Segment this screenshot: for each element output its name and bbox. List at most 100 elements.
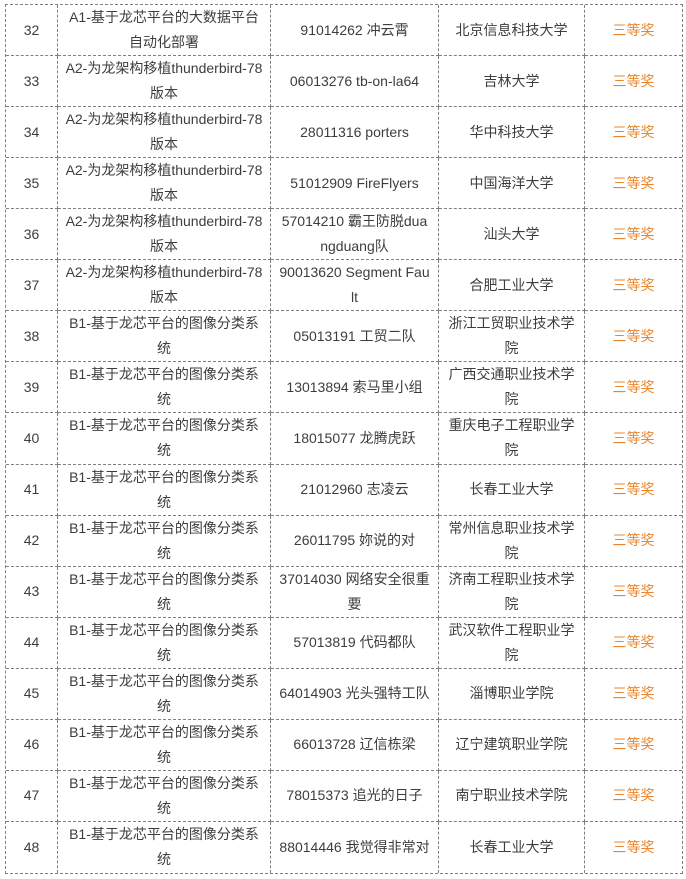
cell-school: 汕头大学 xyxy=(439,209,585,261)
cell-award: 三等奖 xyxy=(585,311,682,363)
cell-school: 华中科技大学 xyxy=(439,107,585,159)
cell-award: 三等奖 xyxy=(585,260,682,312)
cell-rank: 32 xyxy=(6,5,58,57)
cell-project: A2-为龙架构移植thunderbird-78版本 xyxy=(58,56,271,108)
table-row: 47 B1-基于龙芯平台的图像分类系统 78015373 追光的日子 南宁职业技… xyxy=(6,770,682,822)
cell-school: 长春工业大学 xyxy=(439,821,585,873)
cell-project: B1-基于龙芯平台的图像分类系统 xyxy=(58,668,271,720)
cell-team: 88014446 我觉得非常对 xyxy=(271,821,439,873)
cell-project: B1-基于龙芯平台的图像分类系统 xyxy=(58,617,271,669)
cell-rank: 46 xyxy=(6,719,58,771)
cell-award: 三等奖 xyxy=(585,107,682,159)
cell-rank: 39 xyxy=(6,362,58,414)
table-row: 33 A2-为龙架构移植thunderbird-78版本 06013276 tb… xyxy=(6,56,682,108)
table-row: 39 B1-基于龙芯平台的图像分类系统 13013894 索马里小组 广西交通职… xyxy=(6,362,682,414)
cell-project: B1-基于龙芯平台的图像分类系统 xyxy=(58,770,271,822)
cell-school: 中国海洋大学 xyxy=(439,158,585,210)
cell-team: 66013728 辽信栋梁 xyxy=(271,719,439,771)
cell-team: 78015373 追光的日子 xyxy=(271,770,439,822)
table-row: 42 B1-基于龙芯平台的图像分类系统 26011795 妳说的对 常州信息职业… xyxy=(6,515,682,567)
cell-team: 21012960 志凌云 xyxy=(271,464,439,516)
cell-team: 90013620 Segment Fault xyxy=(271,260,439,312)
cell-team: 57013819 代码都队 xyxy=(271,617,439,669)
cell-rank: 44 xyxy=(6,617,58,669)
cell-award: 三等奖 xyxy=(585,465,682,516)
cell-award: 三等奖 xyxy=(585,669,682,720)
cell-award: 三等奖 xyxy=(585,209,682,261)
cell-rank: 42 xyxy=(6,515,58,567)
cell-project: B1-基于龙芯平台的图像分类系统 xyxy=(58,362,271,414)
cell-award: 三等奖 xyxy=(585,618,682,669)
table-row: 45 B1-基于龙芯平台的图像分类系统 64014903 光头强特工队 淄博职业… xyxy=(6,668,682,720)
cell-award: 三等奖 xyxy=(585,56,682,108)
cell-award: 三等奖 xyxy=(585,516,682,567)
table-row: 34 A2-为龙架构移植thunderbird-78版本 28011316 po… xyxy=(6,107,682,159)
award-table: 32 A1-基于龙芯平台的大数据平台自动化部署 91014262 冲云霄 北京信… xyxy=(5,4,683,874)
cell-team: 26011795 妳说的对 xyxy=(271,515,439,567)
cell-project: A2-为龙架构移植thunderbird-78版本 xyxy=(58,209,271,261)
cell-award: 三等奖 xyxy=(585,362,682,414)
table-row: 35 A2-为龙架构移植thunderbird-78版本 51012909 Fi… xyxy=(6,158,682,210)
cell-project: B1-基于龙芯平台的图像分类系统 xyxy=(58,821,271,873)
table-row: 36 A2-为龙架构移植thunderbird-78版本 57014210 霸王… xyxy=(6,209,682,261)
table-row: 32 A1-基于龙芯平台的大数据平台自动化部署 91014262 冲云霄 北京信… xyxy=(6,5,682,57)
cell-team: 64014903 光头强特工队 xyxy=(271,668,439,720)
table-row: 38 B1-基于龙芯平台的图像分类系统 05013191 工贸二队 浙江工贸职业… xyxy=(6,311,682,363)
table-row: 48 B1-基于龙芯平台的图像分类系统 88014446 我觉得非常对 长春工业… xyxy=(6,821,682,873)
cell-rank: 36 xyxy=(6,209,58,261)
cell-school: 合肥工业大学 xyxy=(439,260,585,312)
cell-school: 重庆电子工程职业学院 xyxy=(439,413,585,465)
cell-award: 三等奖 xyxy=(585,720,682,771)
cell-school: 北京信息科技大学 xyxy=(439,5,585,57)
cell-rank: 43 xyxy=(6,566,58,618)
cell-school: 济南工程职业技术学院 xyxy=(439,566,585,618)
cell-rank: 48 xyxy=(6,821,58,873)
cell-rank: 45 xyxy=(6,668,58,720)
cell-rank: 35 xyxy=(6,158,58,210)
cell-team: 06013276 tb-on-la64 xyxy=(271,56,439,108)
table-row: 37 A2-为龙架构移植thunderbird-78版本 90013620 Se… xyxy=(6,260,682,312)
cell-school: 浙江工贸职业技术学院 xyxy=(439,311,585,363)
cell-team: 51012909 FireFlyers xyxy=(271,158,439,210)
cell-school: 辽宁建筑职业学院 xyxy=(439,719,585,771)
cell-project: B1-基于龙芯平台的图像分类系统 xyxy=(58,464,271,516)
cell-award: 三等奖 xyxy=(585,413,682,465)
cell-team: 18015077 龙腾虎跃 xyxy=(271,413,439,465)
cell-project: A1-基于龙芯平台的大数据平台自动化部署 xyxy=(58,5,271,57)
cell-project: B1-基于龙芯平台的图像分类系统 xyxy=(58,566,271,618)
cell-team: 13013894 索马里小组 xyxy=(271,362,439,414)
cell-rank: 47 xyxy=(6,770,58,822)
cell-school: 常州信息职业技术学院 xyxy=(439,515,585,567)
cell-team: 28011316 porters xyxy=(271,107,439,159)
cell-school: 吉林大学 xyxy=(439,56,585,108)
cell-rank: 34 xyxy=(6,107,58,159)
cell-team: 57014210 霸王防脱duangduang队 xyxy=(271,209,439,261)
cell-rank: 38 xyxy=(6,311,58,363)
cell-rank: 33 xyxy=(6,56,58,108)
cell-award: 三等奖 xyxy=(585,5,682,57)
cell-school: 武汉软件工程职业学院 xyxy=(439,617,585,669)
cell-team: 37014030 网络安全很重要 xyxy=(271,566,439,618)
cell-project: A2-为龙架构移植thunderbird-78版本 xyxy=(58,107,271,159)
cell-award: 三等奖 xyxy=(585,158,682,210)
table-row: 44 B1-基于龙芯平台的图像分类系统 57013819 代码都队 武汉软件工程… xyxy=(6,617,682,669)
table-row: 43 B1-基于龙芯平台的图像分类系统 37014030 网络安全很重要 济南工… xyxy=(6,566,682,618)
table-row: 41 B1-基于龙芯平台的图像分类系统 21012960 志凌云 长春工业大学 … xyxy=(6,464,682,516)
cell-school: 长春工业大学 xyxy=(439,464,585,516)
cell-rank: 37 xyxy=(6,260,58,312)
cell-team: 91014262 冲云霄 xyxy=(271,5,439,57)
cell-school: 淄博职业学院 xyxy=(439,668,585,720)
cell-award: 三等奖 xyxy=(585,567,682,618)
table-row: 46 B1-基于龙芯平台的图像分类系统 66013728 辽信栋梁 辽宁建筑职业… xyxy=(6,719,682,771)
cell-project: A2-为龙架构移植thunderbird-78版本 xyxy=(58,158,271,210)
cell-project: B1-基于龙芯平台的图像分类系统 xyxy=(58,311,271,363)
cell-project: A2-为龙架构移植thunderbird-78版本 xyxy=(58,260,271,312)
cell-project: B1-基于龙芯平台的图像分类系统 xyxy=(58,413,271,465)
cell-rank: 40 xyxy=(6,413,58,465)
cell-award: 三等奖 xyxy=(585,771,682,822)
cell-award: 三等奖 xyxy=(612,838,655,855)
cell-team: 05013191 工贸二队 xyxy=(271,311,439,363)
table-row: 40 B1-基于龙芯平台的图像分类系统 18015077 龙腾虎跃 重庆电子工程… xyxy=(6,413,682,465)
cell-school: 南宁职业技术学院 xyxy=(439,770,585,822)
